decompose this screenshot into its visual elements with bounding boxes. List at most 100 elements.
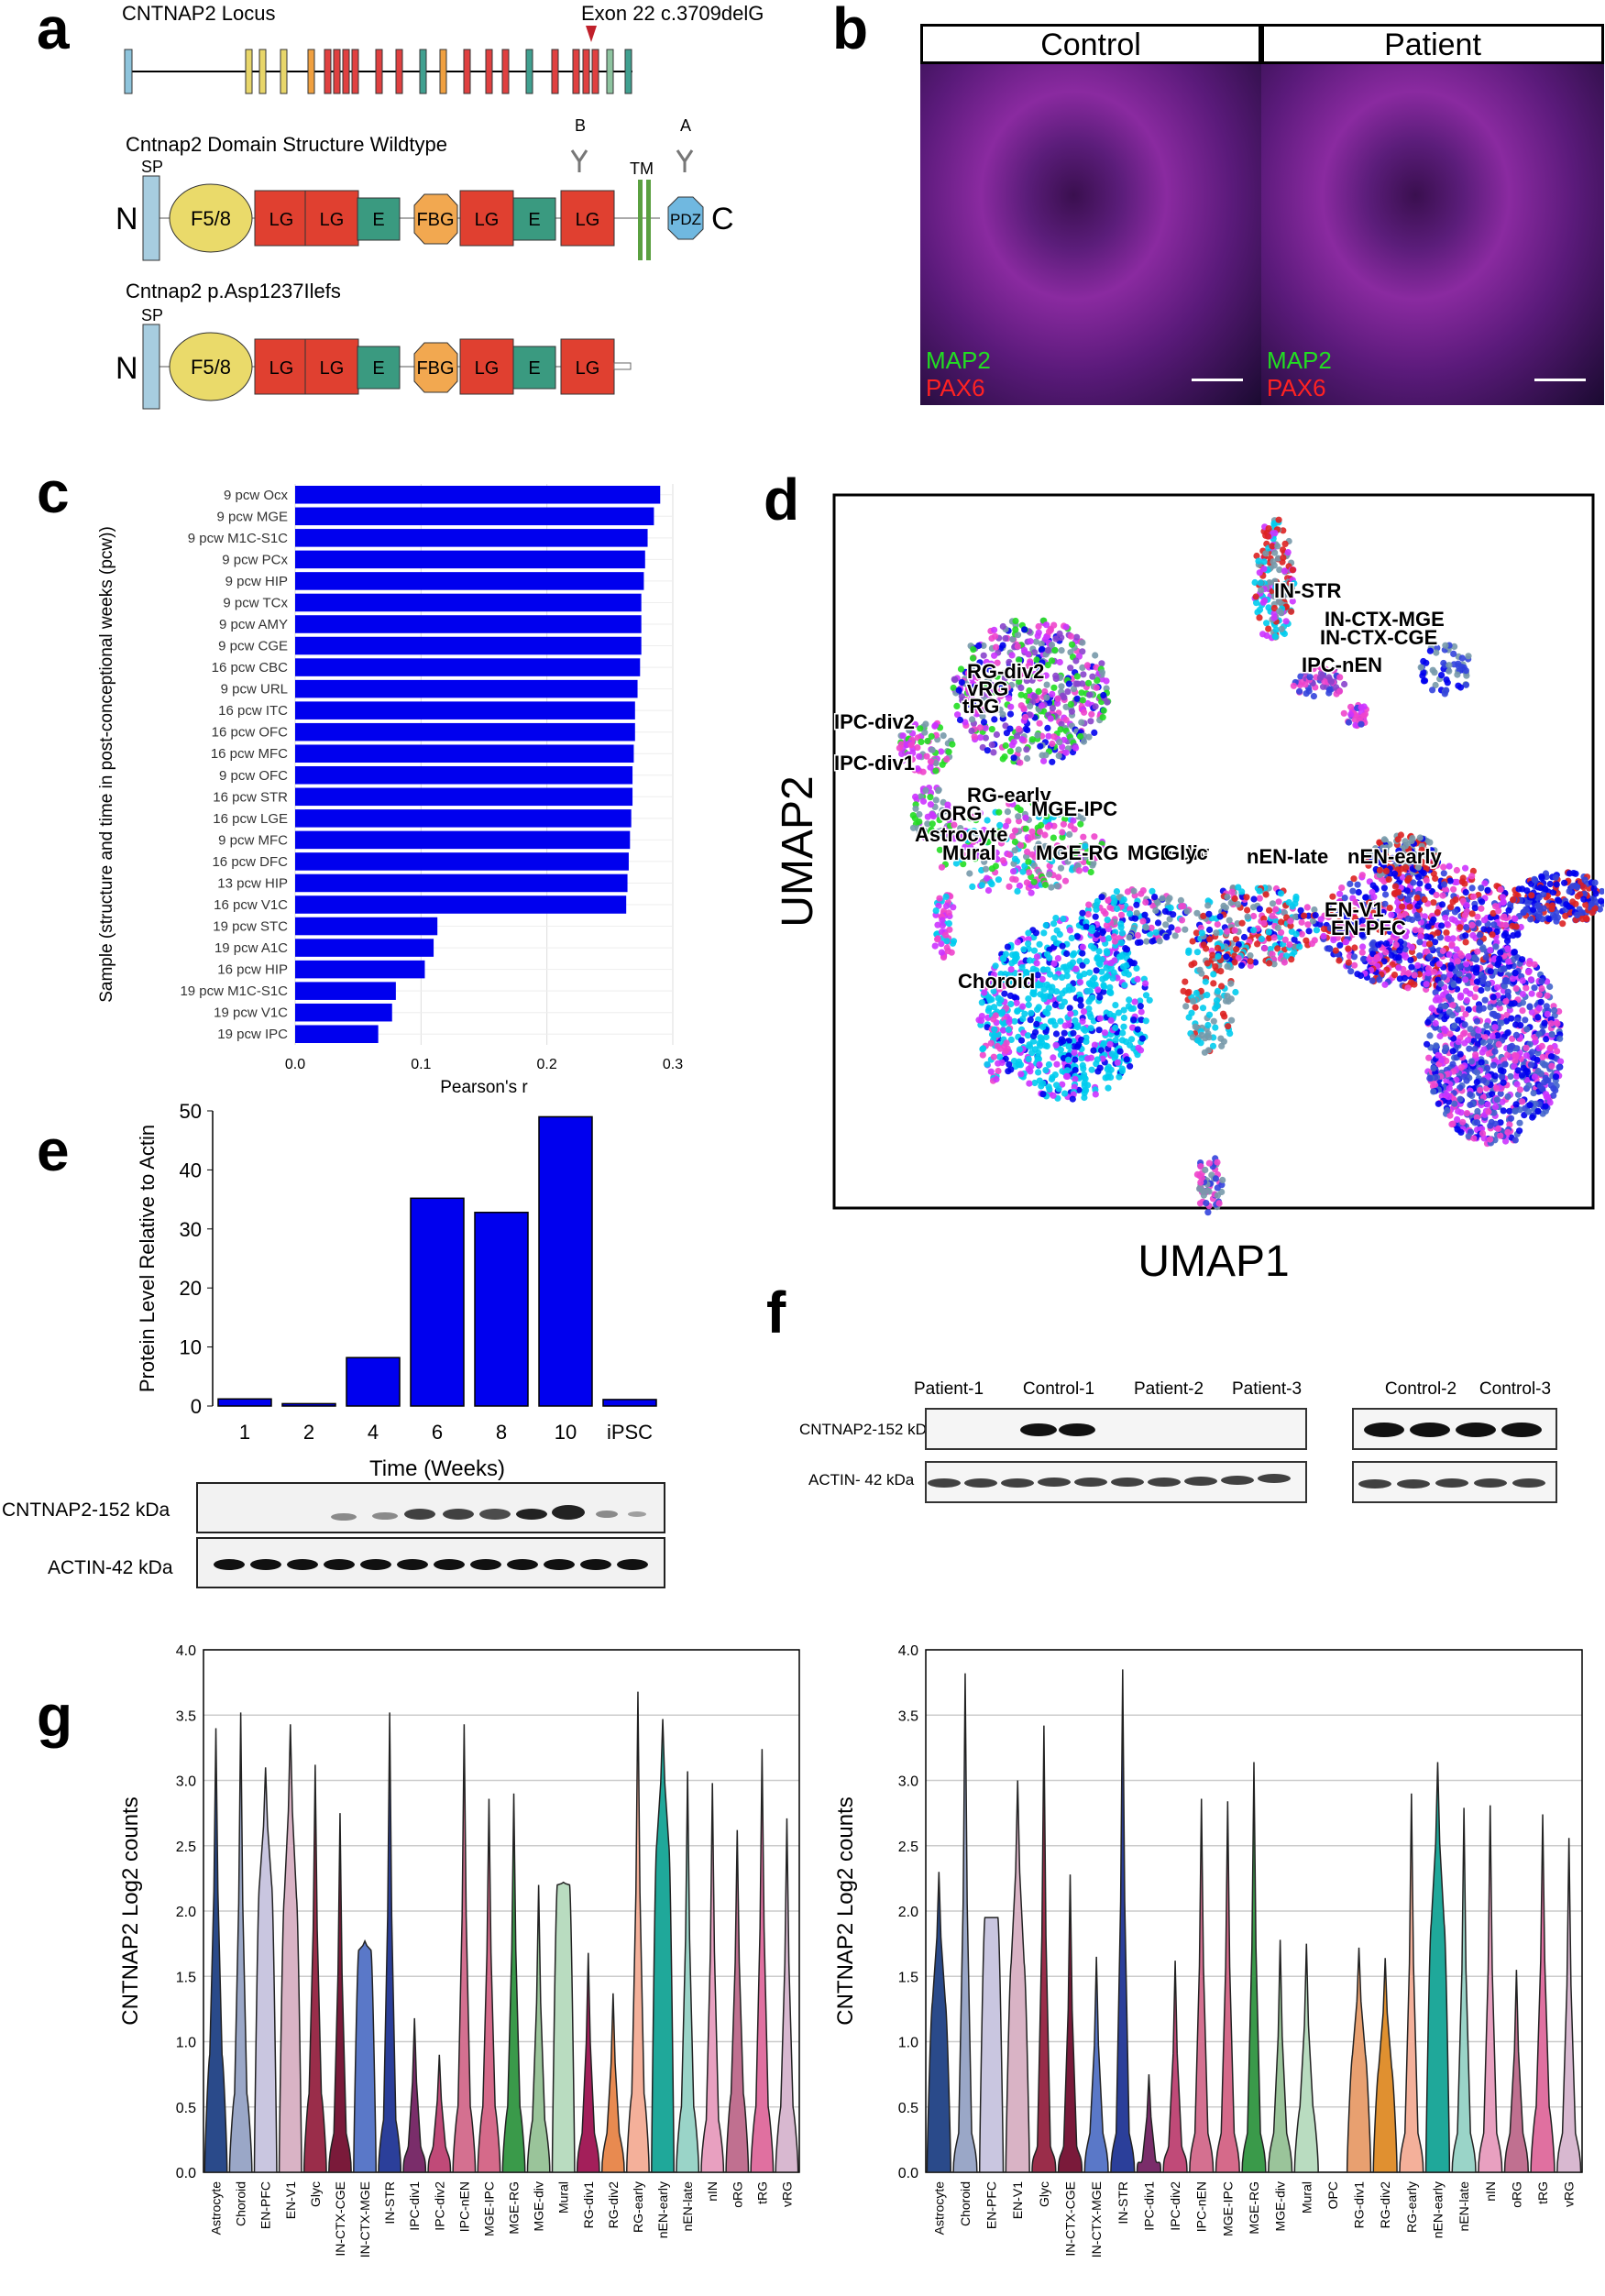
umap-point [1052,939,1061,947]
umap-point [990,1053,997,1060]
umap-point [1380,836,1388,843]
umap-point [1035,687,1042,695]
c-bar [295,701,635,720]
umap-point [1237,961,1246,969]
e-xtick-label: 8 [496,1421,507,1444]
umap-point [1528,990,1535,997]
umap-point [1256,887,1263,895]
umap-point [1051,646,1059,654]
umap-point [1446,667,1453,675]
umap-point [1432,681,1439,689]
panel-e-western-blot: CNTNAP2-152 kDa ACTIN-42 kDa [2,1482,665,1588]
c-category-label: 16 pcw STR [213,789,288,805]
umap-point [1204,1021,1212,1029]
umap-point [1369,888,1376,896]
umap-point [1017,841,1025,849]
mut-n-label: N [115,351,138,386]
wt-domain-label: LG [475,210,500,230]
umap-point [1588,900,1595,907]
umap-point [1094,1068,1102,1075]
umap-point [1445,935,1452,942]
umap-point [1066,830,1073,838]
umap-point [1185,949,1193,956]
umap-point [1416,880,1424,887]
umap-point [990,749,997,756]
umap-point [1017,807,1024,814]
umap-point [1052,1030,1061,1038]
umap-point [1052,1041,1060,1049]
umap-point [1019,868,1027,875]
g-xtick-label: EN-PFC [984,2181,999,2229]
umap-point [988,726,995,733]
umap-point [1091,833,1098,840]
umap-point [999,755,1006,763]
umap-point [1014,887,1021,895]
wt-title: Cntnap2 Domain Structure Wildtype [126,133,447,156]
umap-point [1527,976,1534,983]
umap-point [1512,1021,1520,1028]
umap-point [1413,895,1421,902]
umap-point [1416,952,1424,960]
g-violin [1372,1958,1398,2173]
umap-point [1212,1024,1219,1031]
umap-point [1107,1073,1115,1081]
umap-point [1265,625,1272,632]
umap-point [1092,1091,1099,1098]
umap-point [938,863,946,871]
umap-point [1359,955,1368,962]
umap-point [1203,1200,1210,1207]
umap-point [1440,973,1447,981]
umap-point [1453,866,1460,874]
f-lane-label: Patient-2 [1134,1379,1204,1399]
umap-point [982,724,989,731]
legend-pax6: PAX6 [926,374,985,401]
umap-point [1336,941,1344,949]
g-xtick-label: IPC-div2 [1168,2181,1182,2231]
umap-point [1038,640,1045,648]
umap-point [1501,913,1508,920]
umap-point [1310,693,1317,700]
umap-point [1465,953,1472,961]
umap-point [979,712,986,720]
umap-point [1126,996,1133,1004]
umap-point [1275,898,1282,906]
umap-point [1462,667,1469,675]
umap-point [1215,952,1222,961]
umap-point [1039,645,1046,653]
umap-point [1089,994,1096,1002]
umap-point [1444,920,1451,928]
umap-point [1084,910,1092,918]
umap-point [1473,1069,1481,1076]
umap-point [1053,883,1061,890]
umap-point [1064,688,1072,696]
umap-point [1491,1104,1500,1111]
umap-point [1483,1022,1490,1029]
umap-point [1376,976,1383,983]
umap-point [1174,926,1182,933]
umap-point [1004,943,1011,950]
umap-point [1068,934,1075,942]
umap-point [1318,665,1325,672]
umap-point [1478,1059,1485,1066]
umap-point [1235,901,1242,908]
umap-point [1026,1080,1033,1087]
umap-point [1455,1107,1462,1115]
umap-point [1008,742,1016,749]
g-violin [501,1793,526,2173]
umap-point [1137,1047,1145,1054]
umap-point [1096,1015,1104,1022]
umap-point [1013,999,1020,1006]
g-ytick-label: 3.5 [898,1708,918,1724]
umap-point [1523,1026,1531,1033]
umap-point [1484,1065,1491,1072]
umap-point [1202,978,1209,985]
umap-point [1590,884,1598,892]
c-bar [295,873,628,893]
umap-point [1489,931,1496,939]
umap-point [1021,713,1029,721]
umap-point [1419,672,1426,679]
umap-point [943,755,951,763]
umap-point [1289,566,1296,574]
umap-point [1373,954,1380,961]
g-xtick-label: MGE-div [532,2181,546,2231]
